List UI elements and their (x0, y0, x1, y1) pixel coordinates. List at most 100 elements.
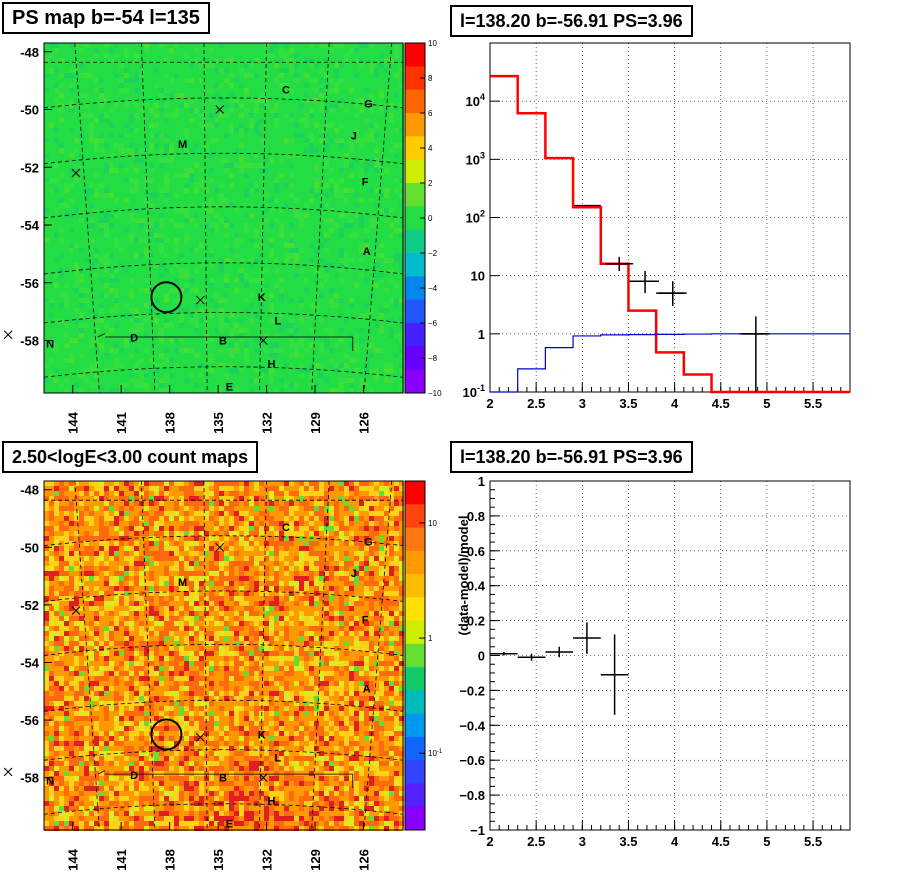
map-cell (394, 283, 399, 288)
map-cell (364, 378, 369, 383)
map-cell (99, 103, 104, 108)
map-cell (364, 58, 369, 63)
map-cell (289, 318, 294, 323)
map-cell (259, 218, 264, 223)
map-cell (119, 148, 124, 153)
map-cell (104, 338, 109, 343)
map-cell (94, 313, 99, 318)
map-cell (189, 123, 194, 128)
map-cell (169, 163, 174, 168)
map-cell (239, 133, 244, 138)
map-cell (199, 238, 204, 243)
map-cell (189, 253, 194, 258)
map-cell (214, 323, 219, 328)
map-cell (254, 238, 259, 243)
map-cell (84, 173, 89, 178)
map-cell (99, 283, 104, 288)
map-cell (159, 128, 164, 133)
map-cell (104, 68, 109, 73)
map-cell (74, 363, 79, 368)
map-cell (304, 268, 309, 273)
map-cell (54, 118, 59, 123)
map-cell (249, 83, 254, 88)
map-cell (284, 108, 289, 113)
map-cell (379, 188, 384, 193)
map-cell (239, 138, 244, 143)
map-cell (89, 313, 94, 318)
map-cell (249, 278, 254, 283)
map-cell (164, 353, 169, 358)
map-cell (204, 203, 209, 208)
map-cell (144, 123, 149, 128)
map-cell (94, 293, 99, 298)
map-cell (109, 328, 114, 333)
map-cell (394, 138, 399, 143)
map-cell (139, 288, 144, 293)
map-cell (184, 373, 189, 378)
map-cell (94, 178, 99, 183)
map-cell (219, 183, 224, 188)
map-cell (204, 373, 209, 378)
map-cell (269, 173, 274, 178)
map-cell (109, 123, 114, 128)
map-cell (339, 103, 344, 108)
map-cell (264, 183, 269, 188)
map-cell (264, 138, 269, 143)
map-cell (269, 63, 274, 68)
map-cell (249, 208, 254, 213)
map-cell (314, 338, 319, 343)
map-cell (79, 43, 84, 48)
map-cell (279, 203, 284, 208)
map-cell (239, 93, 244, 98)
map-cell (124, 128, 129, 133)
map-cell (234, 318, 239, 323)
map-cell (259, 223, 264, 228)
map-cell (104, 158, 109, 163)
map-cell (219, 58, 224, 63)
map-cell (199, 103, 204, 108)
map-cell (79, 353, 84, 358)
map-cell (229, 303, 234, 308)
map-cell (349, 233, 354, 238)
map-cell (59, 243, 64, 248)
map-cell (359, 283, 364, 288)
map-cell (189, 333, 194, 338)
map-cell (394, 43, 399, 48)
map-cell (284, 283, 289, 288)
map-cell (234, 373, 239, 378)
map-cell (234, 273, 239, 278)
map-cell (354, 268, 359, 273)
map-cell (259, 278, 264, 283)
map-cell (139, 73, 144, 78)
map-cell (394, 143, 399, 148)
map-cell (379, 93, 384, 98)
map-cell (294, 333, 299, 338)
map-cell (129, 158, 134, 163)
map-cell (354, 43, 359, 48)
map-cell (389, 268, 394, 273)
map-cell (64, 383, 69, 388)
map-cell (199, 268, 204, 273)
map-cell (54, 233, 59, 238)
map-cell (349, 173, 354, 178)
map-cell (384, 323, 389, 328)
map-cell (339, 238, 344, 243)
map-cell (184, 53, 189, 58)
map-cell (244, 153, 249, 158)
map-cell (94, 363, 99, 368)
map-cell (374, 123, 379, 128)
map-cell (324, 183, 329, 188)
map-cell (314, 148, 319, 153)
map-cell (304, 103, 309, 108)
map-cell (174, 318, 179, 323)
map-cell (89, 193, 94, 198)
map-cell (394, 298, 399, 303)
map-cell (209, 313, 214, 318)
map-cell (324, 348, 329, 353)
map-cell (109, 188, 114, 193)
map-cell (294, 338, 299, 343)
map-cell (329, 78, 334, 83)
map-cell (259, 183, 264, 188)
map-cell (59, 218, 64, 223)
map-cell (254, 113, 259, 118)
